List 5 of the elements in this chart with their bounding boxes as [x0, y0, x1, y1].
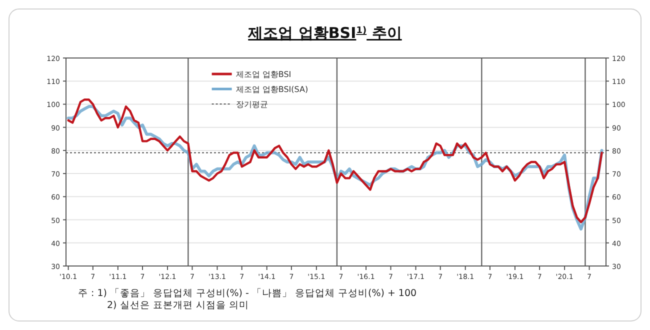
legend-label: 제조업 업황BSI — [236, 70, 292, 79]
legend-label: 장기평균 — [236, 100, 268, 109]
legend-label: 제조업 업황BSI(SA) — [236, 85, 308, 94]
text: 주 : 1) 「좋음」 응답업체 구성비(%) - 「나쁨」 응답업체 구성비(%) + 100 — [78, 287, 417, 299]
text: 2) 실선은 표본개편 시점을 의미 — [107, 300, 249, 311]
